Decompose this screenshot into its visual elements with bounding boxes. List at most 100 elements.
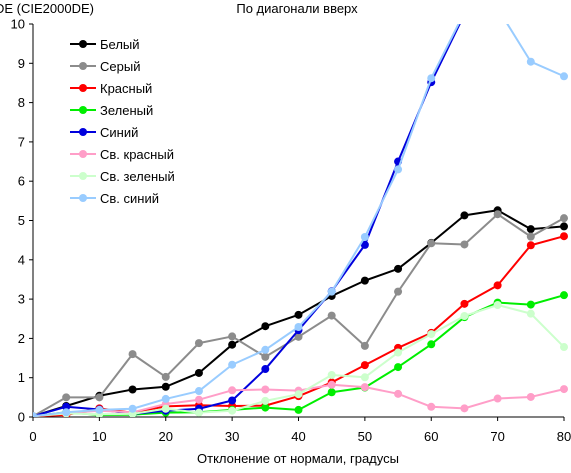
data-point: [526, 57, 535, 66]
y-tick-label: 7: [18, 134, 25, 149]
data-point: [228, 332, 237, 341]
data-point: [194, 368, 203, 377]
data-point: [228, 340, 237, 349]
data-point: [228, 406, 237, 415]
data-point: [427, 340, 436, 349]
data-point: [294, 332, 303, 341]
data-point: [427, 239, 436, 248]
x-tick-label: 70: [490, 429, 504, 444]
y-tick-label: 2: [18, 331, 25, 346]
data-point: [493, 210, 502, 219]
data-point: [95, 393, 104, 402]
data-point: [360, 341, 369, 350]
legend-marker: [79, 150, 87, 158]
data-point: [327, 311, 336, 320]
data-point: [327, 287, 336, 296]
data-point: [427, 74, 436, 83]
data-point: [261, 322, 270, 331]
data-point: [194, 339, 203, 348]
data-point: [128, 350, 137, 359]
data-point: [493, 281, 502, 290]
data-point: [128, 404, 137, 413]
x-tick-label: 10: [92, 429, 106, 444]
data-point: [261, 396, 270, 405]
data-point: [360, 361, 369, 370]
data-point: [394, 287, 403, 296]
data-point: [427, 402, 436, 411]
x-axis-label: Отклонение от нормали, градусы: [197, 451, 399, 466]
x-tick-label: 0: [29, 429, 36, 444]
data-point: [560, 72, 568, 81]
data-point: [460, 299, 469, 308]
legend-marker: [79, 194, 87, 202]
data-point: [360, 373, 369, 382]
legend-label: Св. синий: [100, 191, 159, 206]
data-point: [460, 211, 469, 220]
data-point: [560, 232, 568, 241]
data-point: [62, 402, 71, 411]
data-point: [261, 345, 270, 354]
data-point: [161, 394, 170, 403]
data-point: [526, 232, 535, 241]
data-point: [294, 323, 303, 332]
data-point: [394, 348, 403, 357]
data-point: [261, 403, 270, 412]
data-point: [394, 165, 403, 174]
data-point: [494, 4, 502, 12]
data-point: [228, 360, 237, 369]
data-point: [394, 363, 403, 372]
legend-label: Св. красный: [100, 147, 174, 162]
x-tick-label: 40: [291, 429, 305, 444]
data-point: [360, 383, 369, 392]
data-point: [161, 372, 170, 381]
legend-label: Белый: [100, 37, 140, 52]
y-tick-label: 5: [18, 213, 25, 228]
data-point: [33, 412, 37, 417]
data-point: [526, 241, 535, 250]
data-point: [261, 385, 270, 394]
data-point: [526, 225, 535, 234]
x-tick-label: 30: [225, 429, 239, 444]
data-point: [95, 405, 104, 414]
data-point: [493, 394, 502, 403]
data-point: [460, 10, 468, 18]
data-point: [327, 388, 336, 397]
legend-marker: [79, 62, 87, 70]
legend-label: Серый: [100, 59, 140, 74]
data-point: [294, 405, 303, 414]
data-point: [161, 382, 170, 391]
legend-label: Св. зеленый: [100, 169, 175, 184]
data-point: [62, 408, 71, 417]
x-tick-label: 60: [424, 429, 438, 444]
data-point: [560, 291, 568, 300]
data-point: [560, 385, 568, 394]
x-tick-label: 50: [358, 429, 372, 444]
legend-label: Красный: [100, 81, 152, 96]
legend-marker: [79, 128, 87, 136]
x-tick-label: 20: [159, 429, 173, 444]
legend-marker: [79, 40, 87, 48]
legend-label: Зеленый: [100, 103, 153, 118]
data-point: [327, 370, 336, 379]
data-point: [493, 300, 502, 309]
data-point: [560, 222, 568, 231]
data-point: [228, 396, 237, 405]
data-point: [360, 240, 369, 249]
data-point: [526, 309, 535, 318]
data-point: [261, 365, 270, 374]
data-point: [526, 300, 535, 309]
y-axis-label: DE (CIE2000DE): [0, 1, 94, 16]
chart-title: По диагонали вверх: [236, 1, 358, 16]
y-tick-label: 6: [18, 174, 25, 189]
y-tick-label: 10: [11, 17, 25, 32]
data-point: [360, 276, 369, 285]
data-point: [394, 264, 403, 273]
data-point: [460, 240, 469, 249]
data-point: [560, 343, 568, 352]
data-point: [194, 387, 203, 396]
data-point: [161, 404, 170, 413]
data-point: [460, 404, 469, 413]
data-point: [294, 390, 303, 399]
y-tick-label: 0: [18, 410, 25, 425]
